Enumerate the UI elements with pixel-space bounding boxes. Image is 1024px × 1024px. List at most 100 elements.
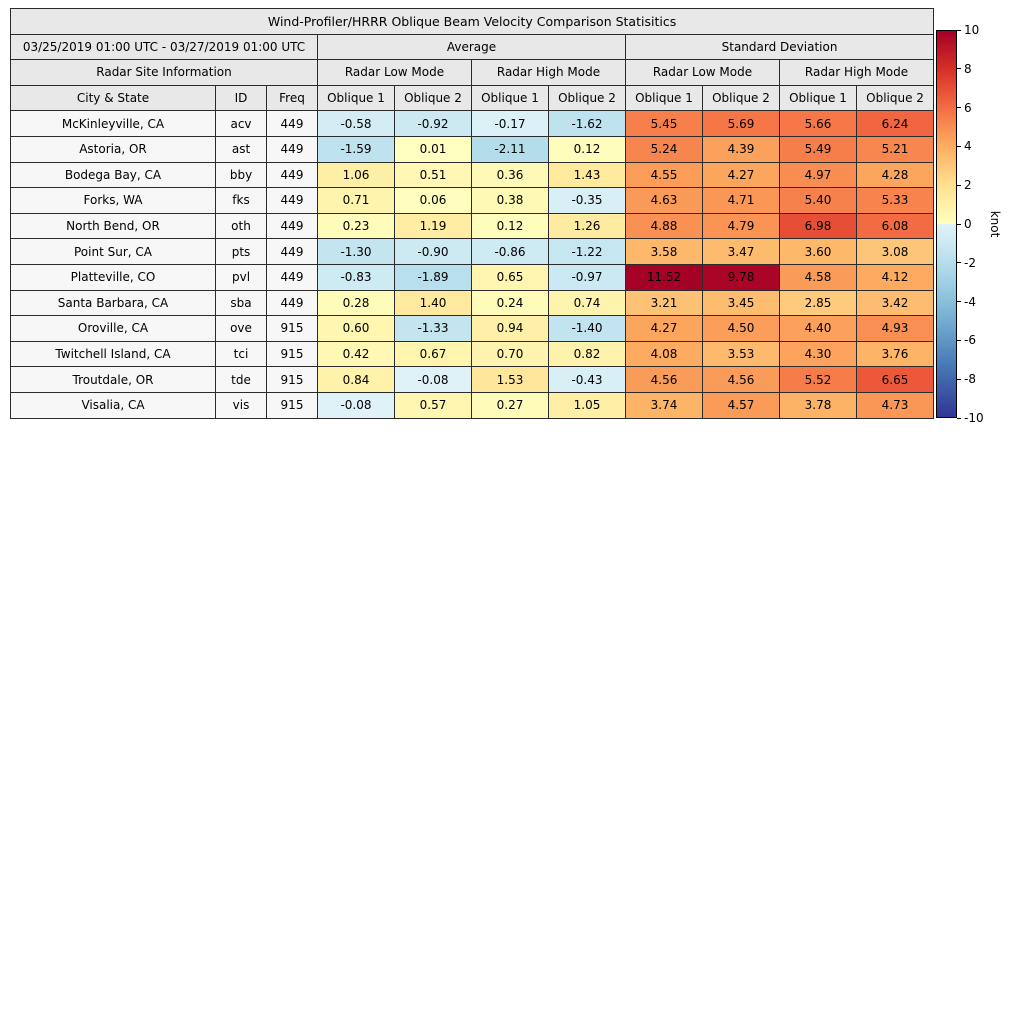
city-state-cell: Visalia, CA [10, 391, 216, 419]
freq-cell: 915 [266, 340, 318, 368]
city-state-cell: McKinleyville, CA [10, 110, 216, 137]
site-id-cell: tci [215, 340, 267, 368]
colorbar-tick-mark [957, 68, 961, 70]
freq-cell: 449 [266, 161, 318, 189]
std-low-oblique2-header: Oblique 2 [702, 84, 780, 112]
column-header-row: City & State ID Freq Oblique 1 Oblique 2… [10, 84, 935, 112]
value-cell-sd_low_oblique2: 4.50 [702, 315, 780, 342]
table-row: Troutdale, OR tde 915 0.84 -0.08 1.53 -0.43 4.5… [10, 366, 935, 393]
std-low-mode-header: Radar Low Mode [625, 59, 780, 86]
value-cell-sd_low_oblique2: 4.56 [702, 366, 780, 393]
value-cell-sd_low_oblique2: 9.78 [702, 263, 780, 291]
value-cell-sd_low_oblique1: 11.52 [625, 263, 703, 291]
colorbar-tick: -10 [957, 412, 984, 424]
value-cell-avg_low_oblique2: -1.33 [394, 315, 472, 342]
value-cell-sd_low_oblique1: 3.21 [625, 289, 703, 317]
value-cell-sd_high_oblique1: 4.40 [779, 315, 857, 342]
value-cell-sd_low_oblique1: 4.63 [625, 187, 703, 214]
value-cell-avg_high_oblique1: 0.94 [471, 315, 549, 342]
chart-title: Wind-Profiler/HRRR Oblique Beam Velocity… [9, 8, 935, 35]
value-cell-sd_low_oblique2: 3.53 [702, 340, 780, 368]
colorbar-tick: 10 [957, 24, 979, 36]
value-cell-sd_high_oblique1: 5.52 [779, 366, 857, 393]
freq-cell: 915 [266, 366, 318, 393]
value-cell-avg_low_oblique2: 0.57 [394, 391, 472, 419]
city-state-cell: North Bend, OR [10, 212, 216, 240]
value-cell-avg_high_oblique2: 0.12 [548, 135, 626, 163]
freq-cell: 915 [266, 391, 318, 419]
value-cell-sd_high_oblique1: 6.98 [779, 212, 857, 240]
colorbar-tick: -4 [957, 296, 976, 308]
value-cell-avg_low_oblique2: 0.67 [394, 340, 472, 368]
freq-cell: 449 [266, 187, 318, 214]
value-cell-avg_high_oblique1: 1.53 [471, 366, 549, 393]
colorbar-tick-mark [957, 378, 961, 380]
value-cell-avg_high_oblique2: -0.35 [548, 187, 626, 214]
colorbar-tick-label: -8 [964, 372, 976, 387]
freq-cell: 449 [266, 135, 318, 163]
city-state-cell: Astoria, OR [10, 135, 216, 163]
value-cell-sd_low_oblique1: 4.27 [625, 315, 703, 342]
value-cell-avg_low_oblique2: 1.40 [394, 289, 472, 317]
colorbar-tick: -2 [957, 257, 976, 269]
value-cell-sd_high_oblique2: 3.42 [855, 289, 935, 317]
site-info-header: Radar Site Information [10, 59, 318, 86]
value-cell-sd_low_oblique1: 4.56 [625, 366, 703, 393]
site-id-cell: sba [215, 289, 267, 317]
std-high-oblique2-header: Oblique 2 [855, 84, 935, 112]
value-cell-avg_high_oblique1: 0.27 [471, 391, 549, 419]
freq-cell: 449 [266, 289, 318, 317]
colorbar-tick-mark [957, 262, 961, 264]
colorbar-tick-mark [957, 145, 961, 147]
value-cell-avg_low_oblique1: -0.58 [317, 110, 395, 137]
site-id-cell: acv [215, 110, 267, 137]
value-cell-avg_high_oblique1: -2.11 [471, 135, 549, 163]
value-cell-sd_low_oblique1: 5.24 [625, 135, 703, 163]
table-row: Platteville, CO pvl 449 -0.83 -1.89 0.65 -0.97… [10, 263, 935, 291]
date-range: 03/25/2019 01:00 UTC - 03/27/2019 01:00 … [10, 33, 318, 61]
colorbar-tick-mark [957, 184, 961, 186]
value-cell-sd_high_oblique1: 5.49 [779, 135, 857, 163]
site-id-cell: pts [215, 238, 267, 265]
colorbar-unit-label: knot [988, 210, 1002, 238]
value-cell-avg_high_oblique2: -1.40 [548, 315, 626, 342]
site-id-cell: fks [215, 187, 267, 214]
value-cell-avg_high_oblique2: 1.43 [548, 161, 626, 189]
value-cell-sd_high_oblique2: 6.24 [855, 110, 935, 137]
city-state-cell: Forks, WA [10, 187, 216, 214]
value-cell-sd_high_oblique1: 5.40 [779, 187, 857, 214]
value-cell-sd_high_oblique1: 4.30 [779, 340, 857, 368]
value-cell-sd_low_oblique1: 5.45 [625, 110, 703, 137]
freq-cell: 449 [266, 263, 318, 291]
std-low-oblique1-header: Oblique 1 [625, 84, 703, 112]
value-cell-avg_low_oblique2: 0.51 [394, 161, 472, 189]
site-id-cell: vis [215, 391, 267, 419]
table-row: Twitchell Island, CA tci 915 0.42 0.67 0.70 0.… [10, 340, 935, 368]
table-row: Bodega Bay, CA bby 449 1.06 0.51 0.36 1.43 4.55… [10, 161, 935, 189]
avg-low-oblique2-header: Oblique 2 [394, 84, 472, 112]
value-cell-sd_high_oblique2: 4.93 [855, 315, 935, 342]
city-state-cell: Twitchell Island, CA [10, 340, 216, 368]
avg-low-mode-header: Radar Low Mode [317, 59, 472, 86]
value-cell-avg_high_oblique1: 0.65 [471, 263, 549, 291]
value-cell-avg_high_oblique2: 1.26 [548, 212, 626, 240]
avg-high-oblique2-header: Oblique 2 [548, 84, 626, 112]
value-cell-avg_low_oblique1: 0.42 [317, 340, 395, 368]
value-cell-sd_low_oblique2: 5.69 [702, 110, 780, 137]
colorbar-tick-label: 6 [964, 100, 972, 115]
table-row: Oroville, CA ove 915 0.60 -1.33 0.94 -1.40 4.27… [10, 315, 935, 342]
value-cell-sd_low_oblique1: 4.55 [625, 161, 703, 189]
colorbar-tick-label: -2 [964, 255, 976, 270]
std-high-oblique1-header: Oblique 1 [779, 84, 857, 112]
avg-high-mode-header: Radar High Mode [471, 59, 626, 86]
value-cell-avg_high_oblique1: 0.38 [471, 187, 549, 214]
value-cell-avg_low_oblique2: 1.19 [394, 212, 472, 240]
colorbar-tick-label: 10 [964, 23, 980, 37]
colorbar-tick: 4 [957, 140, 972, 152]
colorbar-tick: 2 [957, 179, 972, 191]
colorbar-tick-label: 0 [964, 217, 972, 231]
value-cell-avg_low_oblique1: 0.23 [317, 212, 395, 240]
value-cell-avg_low_oblique1: -1.59 [317, 135, 395, 163]
colorbar-tick: -6 [957, 334, 976, 346]
colorbar-ticks: 10 8 6 4 2 0 -2 -4 -6 -8 -10 [957, 24, 997, 424]
